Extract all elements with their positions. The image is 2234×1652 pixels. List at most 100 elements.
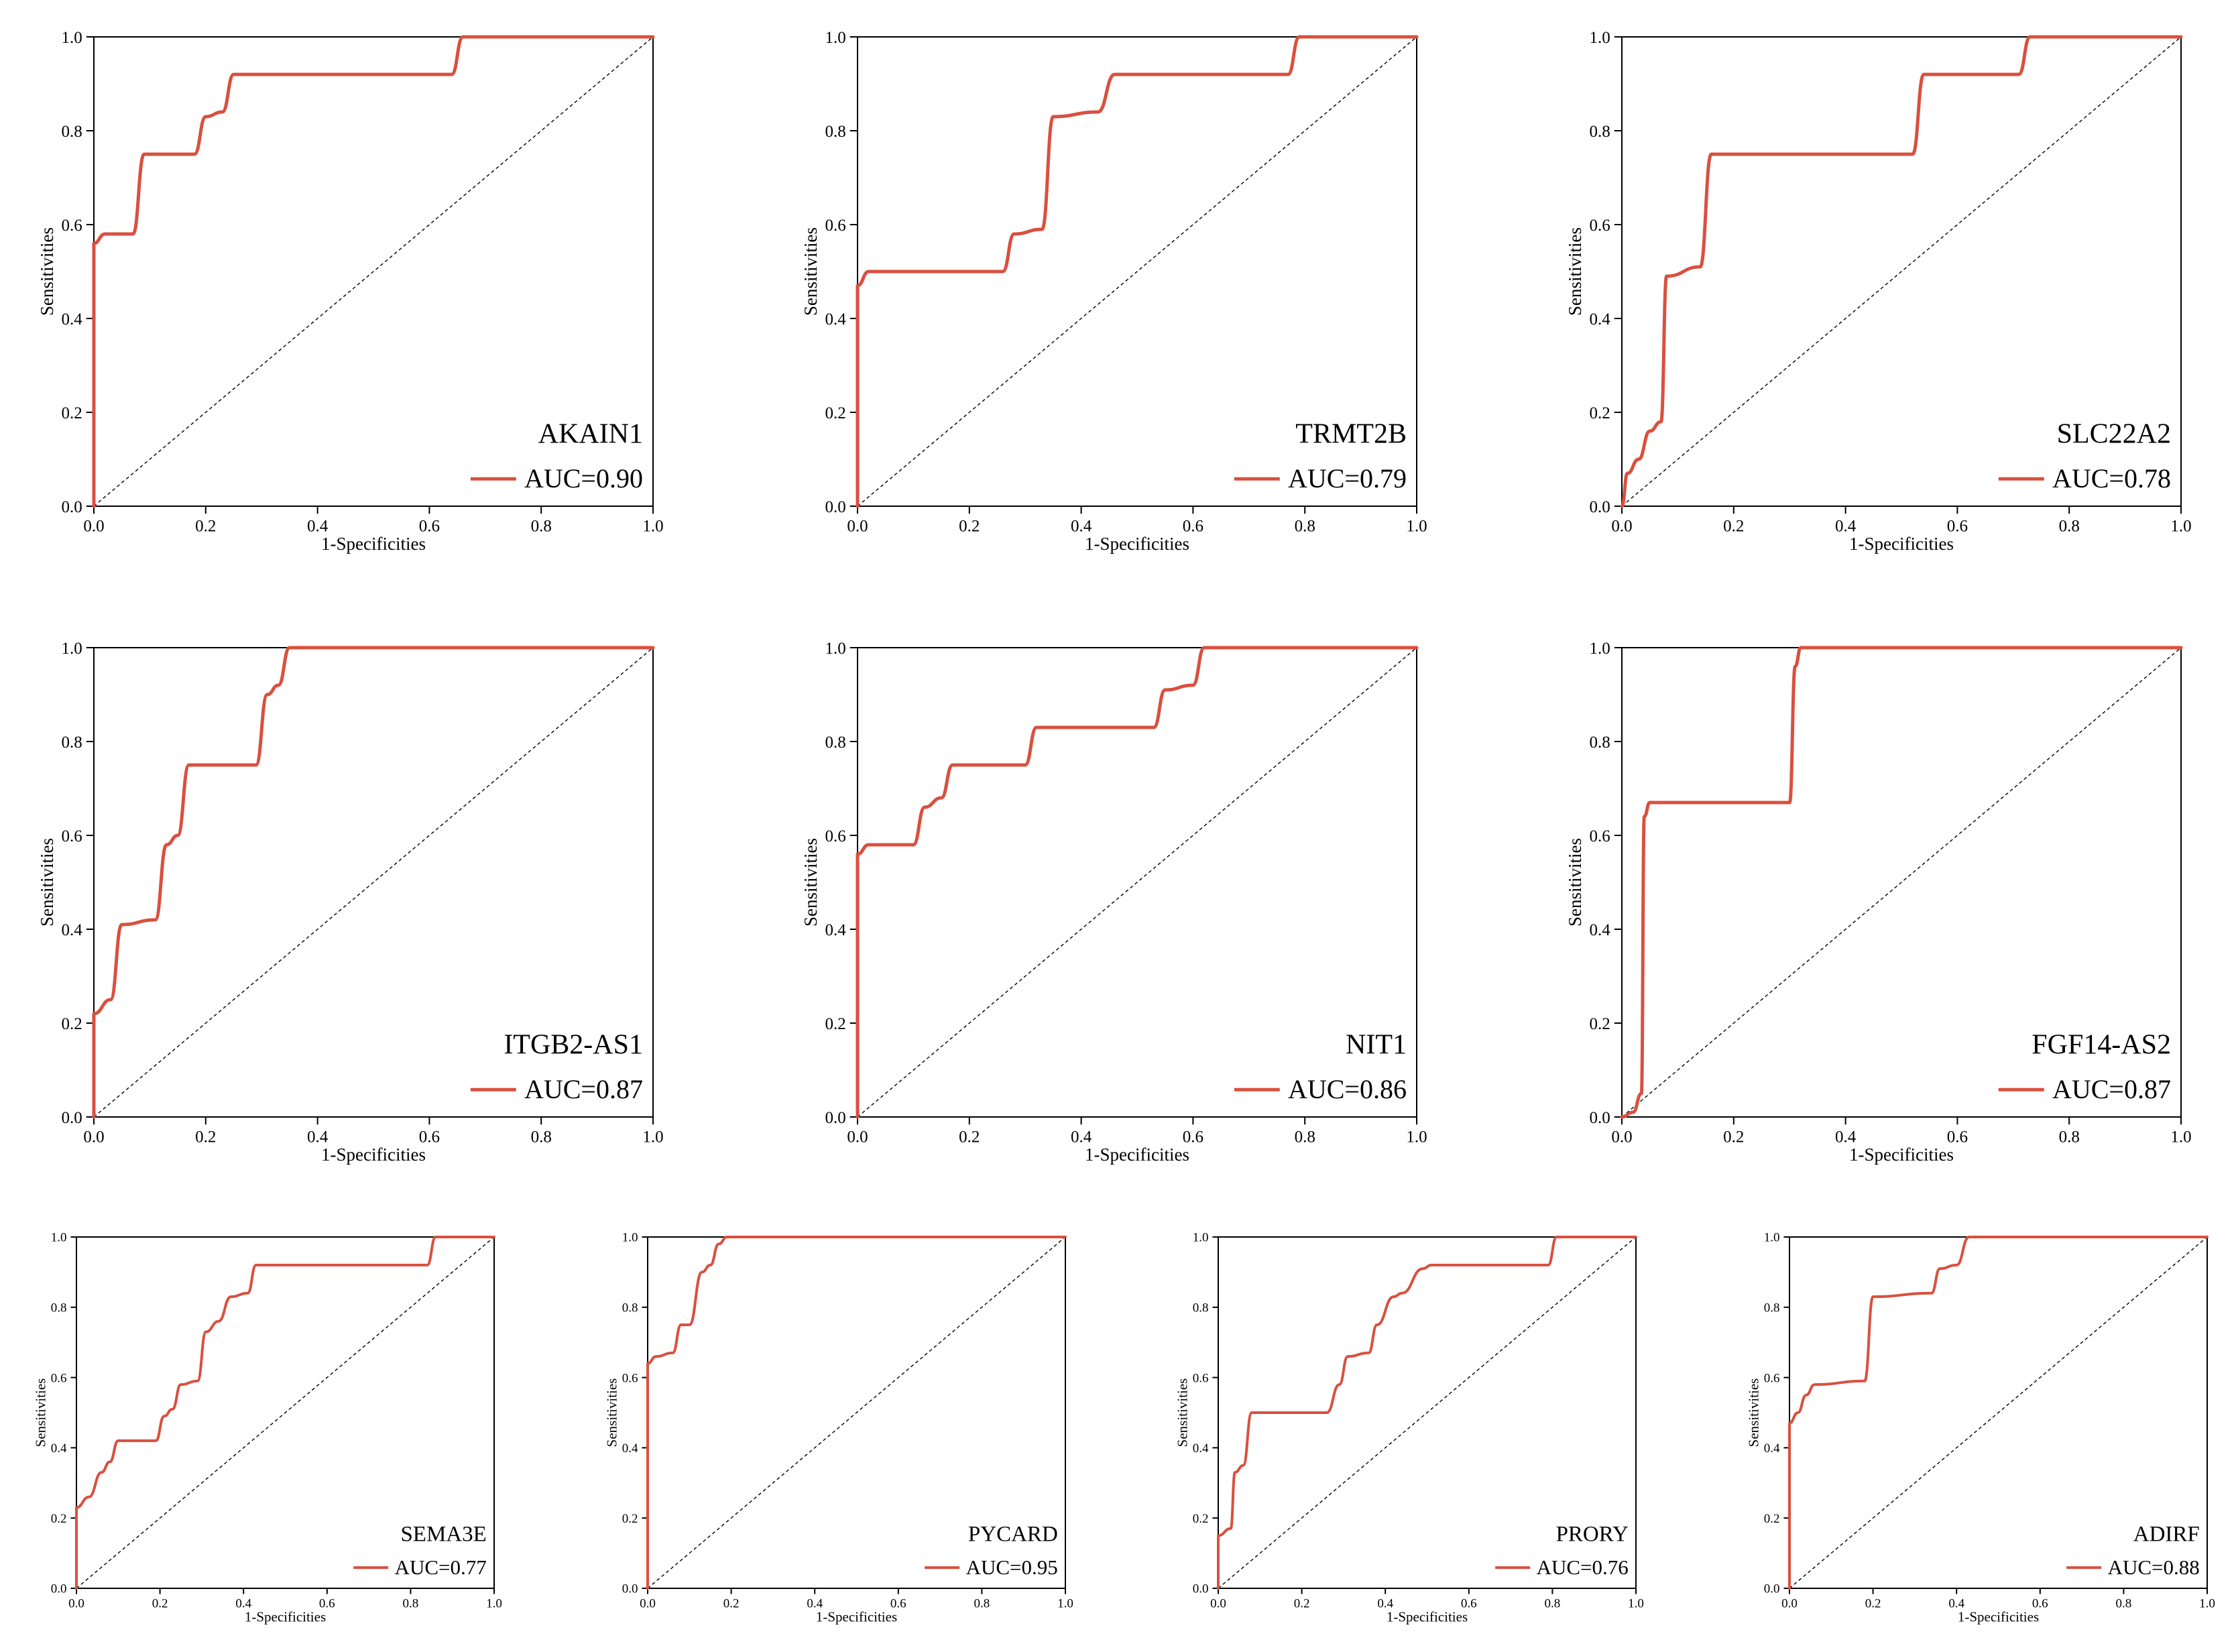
y-tick-label: 1.0 xyxy=(825,29,846,47)
x-tick-label: 0.0 xyxy=(83,1128,104,1146)
y-axis-label: Sensitivities xyxy=(801,227,821,316)
x-axis-label: 1-Specificities xyxy=(321,1144,426,1165)
y-tick-label: 0.8 xyxy=(1193,1301,1209,1315)
roc-curve xyxy=(1620,646,2183,1119)
legend-label: AUC=0.90 xyxy=(524,463,643,493)
y-tick-label: 0.4 xyxy=(1590,921,1611,939)
x-tick-label: 0.6 xyxy=(419,518,440,536)
y-tick-label: 0.6 xyxy=(62,827,82,845)
x-tick-label: 0.0 xyxy=(847,518,868,536)
x-axis-label: 1-Specificities xyxy=(816,1608,897,1625)
x-tick-label: 0.4 xyxy=(807,1597,823,1611)
x-tick-label: 1.0 xyxy=(642,1128,663,1146)
y-tick-label: 0.8 xyxy=(825,733,846,752)
y-tick-label: 0.8 xyxy=(1590,733,1610,752)
roc-panel-10: 0.00.0 0.2 0.2 0.4 0.4 0.6 0.6 0.8 0.8 1.0 1.0 1-Sp… xyxy=(1745,1231,2215,1625)
y-tick-label: 0.8 xyxy=(62,123,82,141)
plot-frame xyxy=(76,1236,495,1589)
x-tick-label: 0.4 xyxy=(1071,518,1092,536)
x-axis-label: 1-Specificities xyxy=(321,534,426,554)
x-tick-label: 0.6 xyxy=(419,1128,440,1146)
roc-curve xyxy=(1217,1236,1637,1590)
legend-label: AUC=0.87 xyxy=(2052,1074,2171,1104)
y-tick-label: 0.0 xyxy=(62,498,82,516)
x-tick-label: 0.4 xyxy=(307,518,329,536)
y-axis-label: Sensitivities xyxy=(1565,227,1585,316)
y-tick-label: 0.6 xyxy=(825,827,846,845)
x-axis-label: 1-Specificities xyxy=(1958,1608,2039,1625)
y-tick-label: 0.4 xyxy=(825,921,847,939)
x-tick-label: 1.0 xyxy=(642,518,663,536)
y-axis-label: Sensitivities xyxy=(32,1378,48,1448)
y-tick-label: 1.0 xyxy=(51,1231,67,1245)
y-axis-label: Sensitivities xyxy=(1174,1378,1190,1448)
plot-frame xyxy=(1218,1236,1637,1589)
x-tick-label: 0.8 xyxy=(531,518,552,536)
y-tick-label: 0.0 xyxy=(622,1582,638,1596)
roc-curve xyxy=(646,1236,1067,1590)
roc-curve xyxy=(92,35,655,508)
x-tick-label: 0.2 xyxy=(1723,518,1744,536)
reference-diagonal xyxy=(1789,1236,2208,1589)
legend-label: AUC=0.88 xyxy=(2108,1555,2200,1579)
roc-panel-5: 0.00.0 0.2 0.2 0.4 0.4 0.6 0.6 0.8 0.8 1.0 1.0 1-Sp… xyxy=(801,640,1427,1165)
panel-title: ITGB2-AS1 xyxy=(504,1030,643,1061)
y-tick-label: 0.0 xyxy=(1590,498,1610,516)
x-axis-label: 1-Specificities xyxy=(1849,1144,1954,1165)
x-axis-label: 1-Specificities xyxy=(1085,1144,1189,1165)
y-tick-label: 1.0 xyxy=(1193,1231,1209,1245)
roc-curve xyxy=(856,646,1419,1119)
legend-label: AUC=0.86 xyxy=(1288,1074,1407,1104)
roc-panel-6: 0.00.0 0.2 0.2 0.4 0.4 0.6 0.6 0.8 0.8 1.0 1.0 1-Sp… xyxy=(1565,640,2192,1165)
x-tick-label: 0.2 xyxy=(152,1597,168,1611)
y-tick-label: 1.0 xyxy=(1590,640,1610,658)
panel-title: TRMT2B xyxy=(1295,419,1407,450)
roc-panel-1: 0.00.0 0.2 0.2 0.4 0.4 0.6 0.6 0.8 0.8 1.0 1.0 1-Sp… xyxy=(37,29,664,554)
y-tick-label: 0.4 xyxy=(51,1441,67,1456)
y-tick-label: 1.0 xyxy=(62,640,82,658)
panel-title: AKAIN1 xyxy=(538,419,643,450)
x-tick-label: 0.2 xyxy=(195,518,216,536)
x-tick-label: 0.0 xyxy=(1611,518,1632,536)
x-tick-label: 0.0 xyxy=(1781,1597,1798,1611)
roc-curve xyxy=(1620,35,2183,508)
y-tick-label: 0.4 xyxy=(1764,1441,1780,1456)
reference-diagonal xyxy=(1621,36,2182,507)
x-tick-label: 1.0 xyxy=(486,1597,502,1611)
y-tick-label: 0.6 xyxy=(1590,827,1610,845)
x-tick-label: 0.0 xyxy=(68,1597,84,1611)
legend-label: AUC=0.79 xyxy=(1288,463,1407,493)
reference-diagonal xyxy=(857,36,1417,507)
x-axis-label: 1-Specificities xyxy=(245,1608,326,1625)
reference-diagonal xyxy=(76,1236,495,1589)
roc-panel-9: 0.00.0 0.2 0.2 0.4 0.4 0.6 0.6 0.8 0.8 1.0 1.0 1-Sp… xyxy=(1174,1231,1643,1625)
y-tick-label: 0.2 xyxy=(1590,1015,1610,1033)
y-tick-label: 0.4 xyxy=(62,310,83,329)
panel-title: SEMA3E xyxy=(400,1522,486,1546)
y-tick-label: 0.2 xyxy=(51,1512,67,1526)
roc-curve xyxy=(92,646,655,1119)
x-tick-label: 0.4 xyxy=(235,1597,251,1611)
panel-title: SLC22A2 xyxy=(2057,419,2171,450)
x-tick-label: 0.8 xyxy=(531,1128,552,1146)
y-tick-label: 0.2 xyxy=(1590,404,1610,422)
y-axis-label: Sensitivities xyxy=(1745,1378,1761,1448)
y-tick-label: 0.8 xyxy=(622,1301,638,1315)
x-tick-label: 1.0 xyxy=(2199,1597,2215,1611)
x-axis-label: 1-Specificities xyxy=(1849,534,1954,554)
x-tick-label: 0.8 xyxy=(2059,1128,2080,1146)
x-tick-label: 1.0 xyxy=(1406,518,1427,536)
y-tick-label: 0.0 xyxy=(51,1582,67,1596)
x-tick-label: 0.8 xyxy=(974,1597,990,1611)
x-tick-label: 0.6 xyxy=(1461,1597,1477,1611)
y-axis-label: Sensitivities xyxy=(801,838,821,927)
x-tick-label: 0.4 xyxy=(1835,1128,1857,1146)
roc-panel-2: 0.00.0 0.2 0.2 0.4 0.4 0.6 0.6 0.8 0.8 1.0 1.0 1-Sp… xyxy=(801,29,1427,554)
x-tick-label: 1.0 xyxy=(1406,1128,1427,1146)
legend-label: AUC=0.95 xyxy=(966,1555,1058,1579)
x-tick-label: 0.0 xyxy=(1210,1597,1226,1611)
y-tick-label: 0.8 xyxy=(825,123,846,141)
y-tick-label: 0.0 xyxy=(1193,1582,1209,1596)
reference-diagonal xyxy=(93,647,654,1118)
x-tick-label: 0.8 xyxy=(1295,1128,1315,1146)
